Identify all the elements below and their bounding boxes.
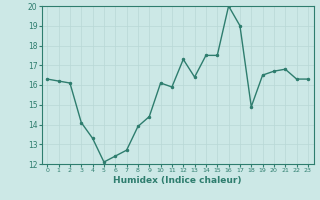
X-axis label: Humidex (Indice chaleur): Humidex (Indice chaleur) <box>113 176 242 185</box>
